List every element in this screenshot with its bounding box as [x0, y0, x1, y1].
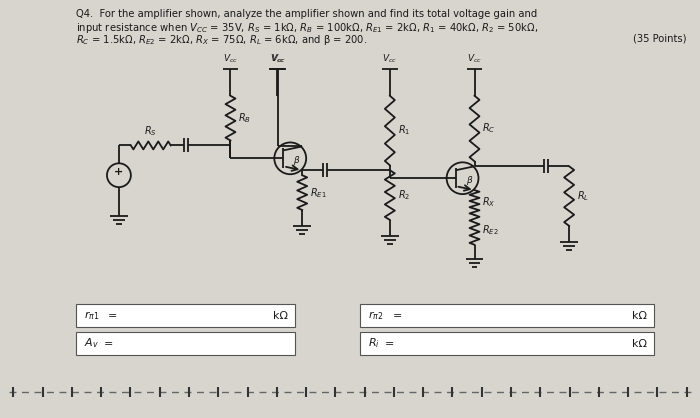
- Text: =: =: [104, 339, 113, 349]
- Text: kΩ: kΩ: [632, 311, 647, 321]
- Text: input resistance when $V_{CC}$ = 35V, $R_S$ = 1kΩ, $R_B$ = 100kΩ, $R_{E1}$ = 2kΩ: input resistance when $V_{CC}$ = 35V, $R…: [76, 21, 538, 35]
- Text: kΩ: kΩ: [632, 339, 647, 349]
- Text: $V_{cc}$: $V_{cc}$: [271, 53, 286, 65]
- Text: $R_{E1}$: $R_{E1}$: [310, 186, 327, 199]
- Text: =: =: [108, 311, 118, 321]
- Text: $R_2$: $R_2$: [398, 188, 410, 202]
- Text: $V_{cc}$: $V_{cc}$: [223, 53, 238, 65]
- FancyBboxPatch shape: [76, 304, 295, 327]
- Text: $R_X$: $R_X$: [482, 196, 496, 209]
- Text: kΩ: kΩ: [273, 311, 288, 321]
- Text: $R_i$: $R_i$: [368, 337, 380, 351]
- Text: β: β: [466, 176, 471, 185]
- Text: $V_{cc}$: $V_{cc}$: [382, 53, 398, 65]
- Text: +: +: [114, 167, 123, 177]
- Text: $R_1$: $R_1$: [398, 124, 410, 138]
- Text: Q4.  For the amplifier shown, analyze the amplifier shown and find its total vol: Q4. For the amplifier shown, analyze the…: [76, 9, 538, 19]
- Text: (35 Points): (35 Points): [634, 33, 687, 43]
- Text: $V_{cc}$: $V_{cc}$: [270, 53, 285, 65]
- Text: $R_S$: $R_S$: [144, 125, 158, 138]
- Text: $r_{\pi 2}$: $r_{\pi 2}$: [368, 309, 384, 322]
- FancyBboxPatch shape: [360, 332, 654, 355]
- Text: $R_C$ = 1.5kΩ, $R_{E2}$ = 2kΩ, $R_X$ = 75Ω, $R_L$ = 6kΩ, and β = 200.: $R_C$ = 1.5kΩ, $R_{E2}$ = 2kΩ, $R_X$ = 7…: [76, 33, 368, 47]
- Text: $R_C$: $R_C$: [482, 122, 496, 135]
- Text: β: β: [293, 156, 299, 165]
- Text: $R_B$: $R_B$: [239, 111, 251, 125]
- Text: $V_{cc}$: $V_{cc}$: [467, 53, 482, 65]
- Text: $R_L$: $R_L$: [577, 189, 589, 203]
- Text: $R_{E2}$: $R_{E2}$: [482, 223, 499, 237]
- Text: $A_v$: $A_v$: [84, 337, 99, 351]
- Text: $r_{\pi 1}$: $r_{\pi 1}$: [84, 309, 99, 322]
- Text: =: =: [393, 311, 402, 321]
- FancyBboxPatch shape: [360, 304, 654, 327]
- Text: =: =: [385, 339, 394, 349]
- FancyBboxPatch shape: [76, 332, 295, 355]
